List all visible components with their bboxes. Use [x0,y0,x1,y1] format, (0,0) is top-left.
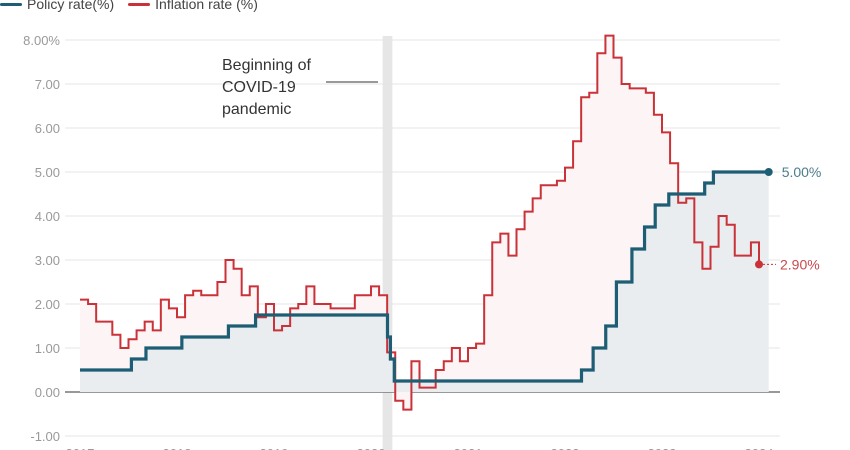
legend-label-inflation: Inflation rate (%) [155,0,258,12]
annotation-text: Beginning of [222,57,312,74]
policy-swatch [0,2,22,6]
policy-end-label: 5.00% [782,164,822,180]
y-tick-label: 2.00 [35,297,60,312]
x-tick-label: 2018 [163,446,192,450]
y-tick-label: 0.00 [35,385,60,400]
x-tick-label: 2024 [745,446,774,450]
y-tick-label: 4.00 [35,209,60,224]
x-tick-label: 2017 [66,446,95,450]
policy-area [80,172,769,392]
y-tick-label: 1.00 [35,341,60,356]
legend-item-inflation[interactable]: Inflation rate (%) [128,0,258,12]
policy-end-point [764,168,773,176]
y-tick-label: 7.00 [35,77,60,92]
annotation-text: pandemic [222,101,291,118]
x-tick-label: 2021 [454,446,483,450]
y-tick-label: -1.00 [30,429,60,444]
covid-band [382,36,393,450]
inflation-swatch [128,2,151,6]
legend-label-policy: Policy rate(%) [27,0,115,12]
x-tick-label: 2020 [357,446,386,450]
y-tick-label: 5.00 [35,165,60,180]
x-tick-label: 2019 [260,446,289,450]
annotation-text: COVID-19 [222,79,296,96]
policy-line [80,170,769,383]
legend: Policy rate(%) Inflation rate (%) [0,0,258,12]
y-tick-label: 6.00 [35,121,60,136]
inflation-end-point [755,260,763,269]
legend-item-policy[interactable]: Policy rate(%) [0,0,114,12]
x-tick-label: 2022 [551,446,580,450]
inflation-area [80,35,759,410]
x-tick-label: 2023 [648,446,677,450]
inflation-line [80,34,760,411]
y-tick-label: 3.00 [35,253,60,268]
y-tick-label: 8.00% [23,33,60,48]
inflation-end-label: 2.90% [780,256,820,272]
